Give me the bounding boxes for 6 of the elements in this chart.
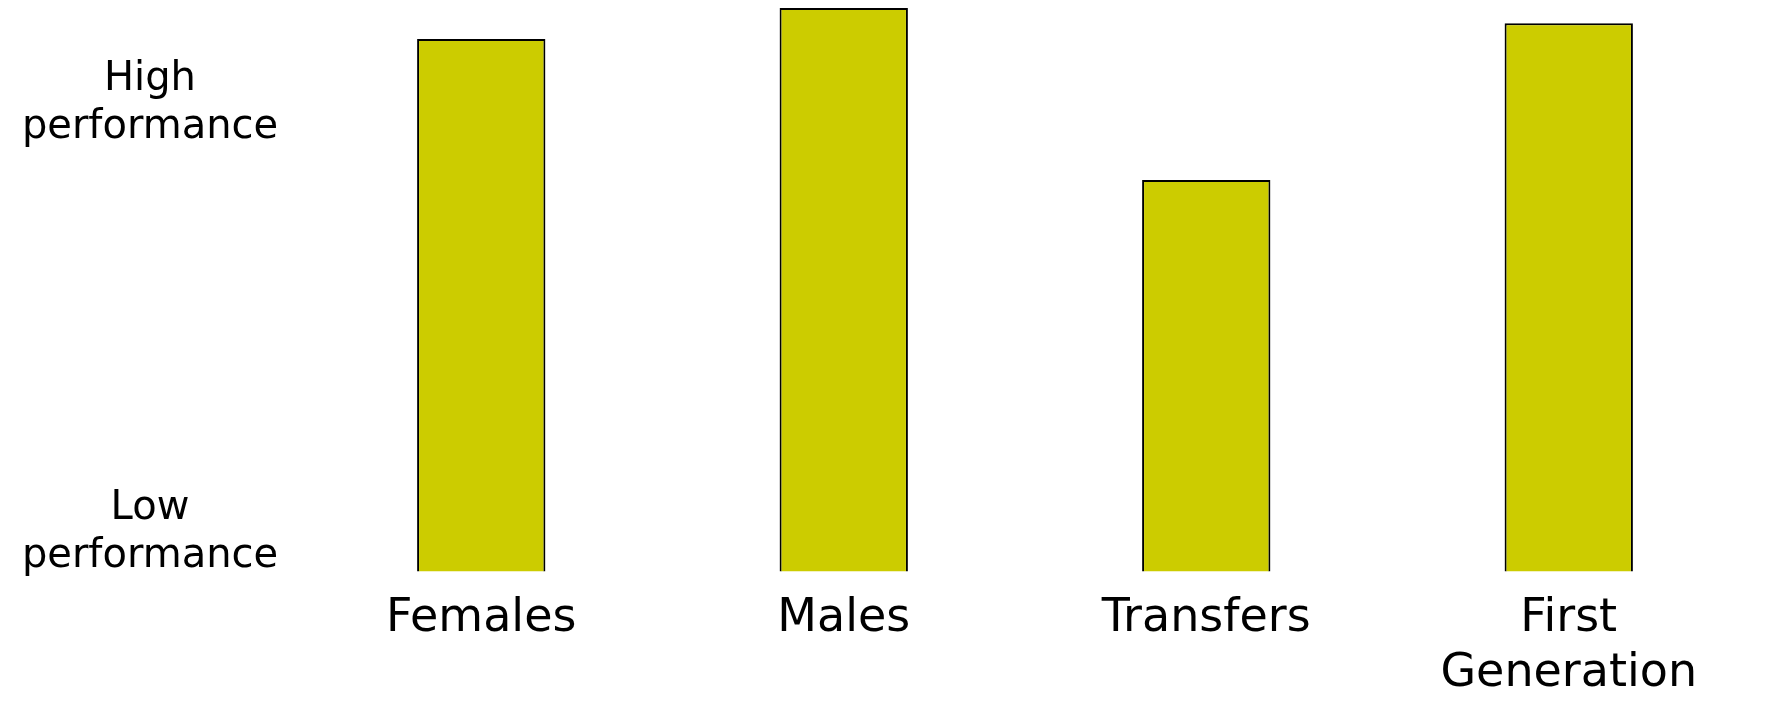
x-tick-label: Males bbox=[777, 588, 911, 643]
x-tick-label: First Generation bbox=[1440, 588, 1698, 698]
text: High performance bbox=[21, 53, 279, 148]
x-tick-label: Females bbox=[386, 588, 577, 643]
x-tick-label: Transfers bbox=[1100, 588, 1311, 643]
text: Low performance bbox=[21, 481, 279, 576]
